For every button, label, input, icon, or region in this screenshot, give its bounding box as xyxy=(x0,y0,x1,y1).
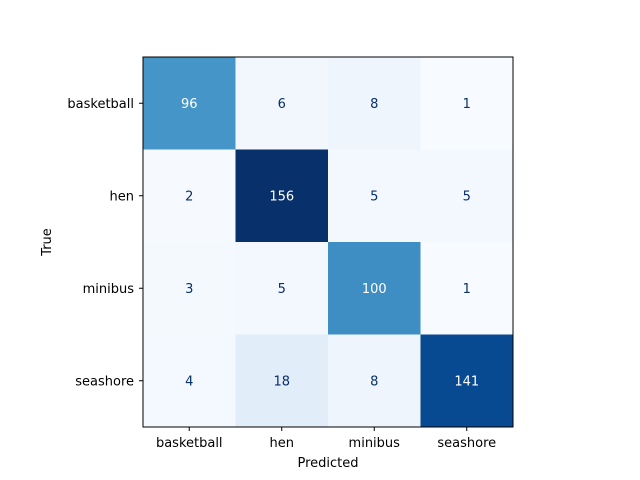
x-tick-label: hen xyxy=(270,436,294,451)
heatmap-cell xyxy=(143,242,236,335)
heatmap-cell xyxy=(420,242,514,335)
heatmap-cell xyxy=(143,149,236,243)
cell-value-label: 4 xyxy=(185,374,193,389)
heatmap-cell xyxy=(420,334,514,428)
heatmap-cell xyxy=(420,149,514,243)
cell-value-label: 100 xyxy=(362,282,387,297)
heatmap-cell xyxy=(328,242,421,335)
heatmap-cell xyxy=(235,57,329,150)
cell-value-label: 1 xyxy=(463,282,471,297)
cell-value-label: 6 xyxy=(278,97,286,112)
cell-value-label: 18 xyxy=(273,374,290,389)
y-tick-label: hen xyxy=(110,189,134,204)
cell-value-label: 8 xyxy=(370,97,378,112)
y-tick-label: minibus xyxy=(83,282,135,297)
heatmap-cell xyxy=(420,57,514,150)
cell-value-label: 5 xyxy=(278,282,286,297)
y-axis-ticks: basketball hen minibus seashore xyxy=(67,97,143,389)
y-tick-label: seashore xyxy=(75,374,134,389)
heatmap-cell xyxy=(143,334,236,428)
y-axis-label: True xyxy=(40,228,55,257)
cell-value-label: 3 xyxy=(185,282,193,297)
heatmap-cell xyxy=(143,57,236,150)
cell-value-label: 5 xyxy=(463,189,471,204)
heatmap-cell xyxy=(328,57,421,150)
cell-value-label: 96 xyxy=(181,97,198,112)
heatmap-cells: 96 6 8 1 2 156 5 5 3 5 100 1 4 18 8 141 xyxy=(143,57,514,428)
x-tick-label: minibus xyxy=(349,436,401,451)
cell-value-label: 2 xyxy=(185,189,193,204)
heatmap-cell xyxy=(235,242,329,335)
heatmap-cell xyxy=(235,334,329,428)
heatmap-cell xyxy=(328,334,421,428)
heatmap-cell xyxy=(328,149,421,243)
plot-frame xyxy=(142,56,514,428)
x-tick-label: basketball xyxy=(156,436,223,451)
heatmap-cell xyxy=(235,149,329,243)
cell-value-label: 5 xyxy=(370,189,378,204)
cell-value-label: 141 xyxy=(454,374,479,389)
cell-value-label: 156 xyxy=(269,189,294,204)
cell-value-label: 8 xyxy=(370,374,378,389)
x-tick-label: seashore xyxy=(437,436,496,451)
x-axis-ticks: basketball hen minibus seashore xyxy=(156,427,496,451)
cell-value-label: 1 xyxy=(463,97,471,112)
y-tick-label: basketball xyxy=(67,97,134,112)
x-axis-label: Predicted xyxy=(297,456,358,471)
